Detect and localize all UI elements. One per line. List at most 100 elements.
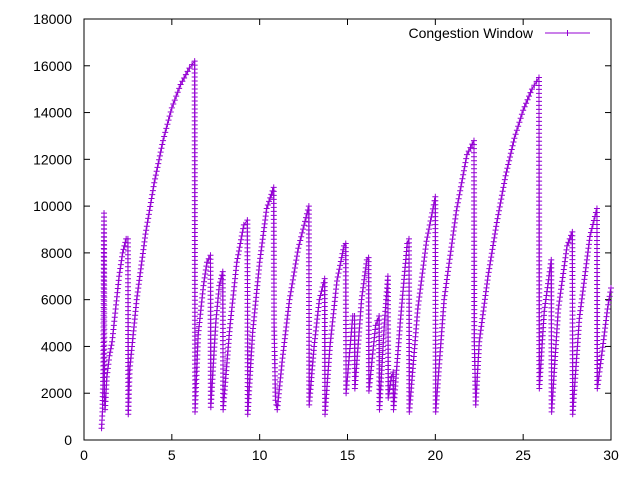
data-point-marker (492, 227, 499, 234)
legend-marker (564, 30, 571, 36)
data-point-marker (582, 264, 589, 271)
data-point-marker (235, 251, 242, 258)
data-point-marker (318, 288, 325, 295)
data-point-marker (442, 288, 449, 295)
data-point-marker (337, 262, 344, 269)
data-point-marker (576, 315, 583, 322)
data-point-marker (141, 235, 148, 242)
data-point-marker (293, 253, 300, 260)
data-point-marker (481, 300, 488, 307)
x-tick-label: 25 (515, 447, 531, 463)
data-point-marker (463, 155, 470, 162)
data-point-marker (452, 215, 459, 222)
data-point-marker (561, 262, 568, 269)
data-point-marker (414, 306, 421, 313)
y-tick-label: 18000 (33, 11, 72, 27)
data-point-marker (201, 274, 208, 281)
data-point-marker (286, 296, 293, 303)
data-point-marker (455, 195, 462, 202)
data-point-marker (557, 290, 564, 297)
data-point-marker (491, 231, 498, 238)
data-point-marker (261, 224, 268, 231)
data-point-marker (117, 261, 124, 268)
data-point-marker (164, 121, 171, 128)
y-tick-label: 4000 (41, 338, 72, 354)
data-point-marker (508, 146, 515, 153)
data-point-marker (485, 269, 492, 276)
data-point-marker (263, 209, 270, 216)
data-point-marker (201, 278, 208, 285)
data-point-marker (488, 250, 495, 257)
data-point-marker (495, 211, 502, 218)
y-tick-label: 0 (64, 432, 72, 448)
data-point-marker (138, 258, 145, 265)
data-point-marker (556, 298, 563, 305)
data-point-marker (482, 292, 489, 299)
data-point-marker (135, 285, 142, 292)
data-point-marker (556, 294, 563, 301)
data-point-marker (443, 276, 450, 283)
data-point-marker (234, 255, 241, 262)
data-point-marker (524, 96, 531, 103)
data-point-marker (296, 241, 303, 248)
data-point-marker (454, 199, 461, 206)
data-point-marker (240, 221, 247, 228)
data-point-marker (577, 303, 584, 310)
data-point-marker (564, 242, 571, 249)
data-point-marker (462, 159, 469, 166)
x-tick-label: 0 (80, 447, 88, 463)
data-point-marker (457, 183, 464, 190)
data-point-marker (445, 264, 452, 271)
data-point-marker (595, 373, 602, 380)
data-point-marker (488, 254, 495, 261)
data-point-marker (116, 273, 123, 280)
data-point-marker (156, 152, 163, 159)
data-point-marker (585, 241, 592, 248)
data-point-marker (157, 149, 164, 156)
data-point-marker (421, 254, 428, 261)
data-point-marker (216, 282, 223, 289)
data-point-marker (159, 141, 166, 148)
data-point-marker (423, 238, 430, 245)
data-point-marker (604, 306, 611, 313)
data-point-marker (496, 203, 503, 210)
data-point-marker (461, 163, 468, 170)
data-point-marker (137, 269, 144, 276)
data-point-marker (105, 357, 112, 364)
data-point-marker (580, 280, 587, 287)
data-point-marker (301, 222, 308, 229)
data-point-marker (134, 288, 141, 295)
data-point-marker (136, 273, 143, 280)
data-point-marker (142, 231, 149, 238)
data-point-marker (134, 292, 141, 299)
data-point-marker (335, 270, 342, 277)
data-point-marker (256, 259, 263, 266)
data-point-marker (417, 286, 424, 293)
data-point-marker (518, 111, 525, 118)
data-point-marker (103, 373, 110, 380)
data-point-marker (483, 284, 490, 291)
data-point-marker (176, 85, 183, 92)
data-point-marker (606, 293, 613, 300)
data-point-marker (238, 236, 245, 243)
data-point-marker (294, 249, 301, 256)
data-point-marker (457, 187, 464, 194)
data-point-marker (498, 192, 505, 199)
data-point-marker (266, 198, 273, 205)
data-point-marker (523, 100, 530, 107)
data-point-marker (146, 207, 153, 214)
data-point-marker (362, 268, 369, 275)
data-point-marker (486, 265, 493, 272)
x-tick-label: 20 (428, 447, 444, 463)
data-point-marker (441, 296, 448, 303)
data-point-marker (238, 233, 245, 240)
data-point-marker (415, 298, 422, 305)
data-point-marker (257, 255, 264, 262)
data-point-marker (500, 184, 507, 191)
data-point-marker (162, 129, 169, 136)
data-point-marker (160, 137, 167, 144)
data-point-marker (513, 127, 520, 134)
data-point-marker (290, 272, 297, 279)
data-point-marker (560, 270, 567, 277)
data-point-marker (576, 311, 583, 318)
